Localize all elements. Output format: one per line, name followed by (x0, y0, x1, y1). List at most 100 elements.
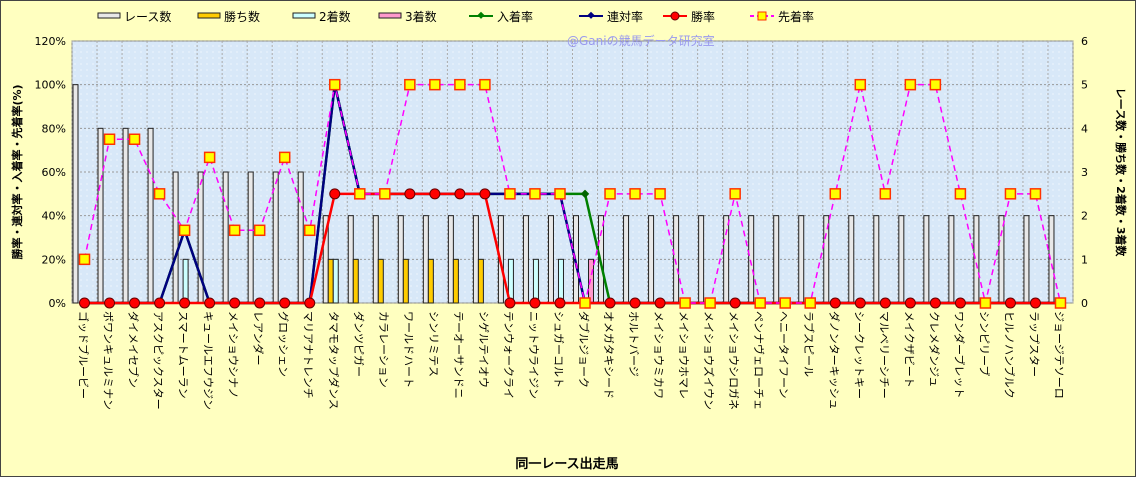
legend-label: 入着率 (497, 9, 533, 24)
point-senchaku (904, 78, 917, 91)
point-win (279, 297, 291, 309)
point-senchaku (779, 297, 791, 309)
x-tick-label: シークレットキー (852, 311, 865, 399)
point-win (1029, 297, 1041, 309)
y-tick-left: 100% (35, 79, 66, 92)
bar-0 (122, 127, 129, 304)
x-tick-label: ゴッドブルービー (77, 311, 91, 399)
watermark: @Ganiの競馬データ研究室 (567, 33, 715, 48)
point-win (904, 297, 916, 309)
x-tick-label: テンウォークライ (502, 311, 515, 399)
point-senchaku (954, 188, 967, 200)
x-tick-label: ニットウライジン (527, 311, 540, 399)
point-senchaku (629, 188, 641, 200)
point-senchaku (654, 188, 666, 200)
y-tick-left: 80% (42, 122, 66, 135)
bar-2 (557, 258, 564, 304)
bar-0 (372, 215, 379, 304)
y-tick-left: 120% (35, 35, 66, 48)
x-tick-label: ホルトバージ (627, 311, 640, 377)
point-win (404, 188, 416, 200)
point-senchaku (354, 188, 366, 200)
x-tick-label: ダンツピガー (352, 311, 366, 377)
bar-0 (422, 215, 429, 304)
bar-0 (172, 171, 179, 304)
bar-0 (472, 215, 479, 304)
point-senchaku (253, 224, 266, 237)
x-tick-label: ジョージテソーロ (1052, 311, 1065, 399)
bar-0 (648, 215, 655, 304)
legend-label: 3着数 (405, 9, 437, 24)
point-win (104, 297, 116, 309)
x-tick-label: メイショウズイウン (702, 311, 716, 410)
bar-0 (347, 215, 354, 304)
y-tick-right: 2 (1081, 210, 1088, 223)
point-senchaku (178, 224, 191, 237)
x-tick-label: マリアナトレンチ (302, 311, 315, 399)
bar-0 (397, 215, 404, 304)
legend-label: 2着数 (319, 9, 351, 24)
point-win (254, 297, 266, 309)
point-win (229, 297, 241, 309)
x-tick-label: シュガーコルト (552, 311, 565, 388)
point-win (479, 188, 491, 200)
point-senchaku (854, 78, 867, 91)
bar-0 (547, 215, 554, 304)
point-senchaku (128, 133, 141, 145)
legend-swatch (292, 12, 316, 19)
point-win (629, 297, 641, 309)
point-senchaku (228, 224, 241, 237)
point-senchaku (1029, 188, 1042, 200)
line-series-3 (83, 83, 1062, 304)
x-tick-label: カラレーション (377, 311, 390, 388)
point-senchaku (704, 297, 716, 309)
legend-label: 先着率 (778, 9, 814, 24)
x-tick-label: アスクピックスター (152, 311, 165, 410)
x-tick-label: ダノンターキッシュ (827, 311, 841, 410)
bar-0 (147, 127, 154, 304)
x-tick-label: メイクザビート (902, 311, 915, 388)
point-senchaku (329, 78, 341, 91)
point-win (204, 297, 216, 309)
point-senchaku (404, 78, 416, 91)
x-axis-title: 同一レース出走馬 (515, 456, 618, 472)
y-tick-left: 60% (42, 166, 66, 179)
legend-label: 連対率 (607, 9, 643, 24)
point-win (829, 297, 841, 309)
x-tick-label: ワールドハート (402, 311, 415, 388)
point-win (529, 297, 541, 309)
x-tick-label: キュールエフウジン (202, 311, 215, 410)
bar-2 (332, 258, 339, 304)
point-senchaku (554, 188, 566, 200)
point-win (729, 297, 741, 309)
y-tick-left: 40% (42, 210, 66, 223)
legend-swatch (197, 12, 221, 19)
point-senchaku (829, 188, 842, 200)
y-tick-right: 6 (1081, 35, 1088, 48)
point-senchaku (78, 253, 91, 266)
bar-0 (723, 215, 730, 304)
legend-swatch (97, 12, 121, 19)
point-win (304, 297, 316, 309)
x-tick-label: マルベリーシチー (877, 311, 890, 399)
y-axis-left-title: 勝率・連対率・入着率・先着率(%) (10, 84, 24, 259)
legend-swatch (378, 12, 402, 19)
x-tick-label: テーオーサンドニ (452, 311, 465, 399)
y-tick-right: 5 (1081, 79, 1088, 92)
bar-0 (948, 215, 955, 304)
point-senchaku (1004, 188, 1017, 200)
x-tick-label: メイショウホマレ (677, 311, 690, 399)
point-senchaku (429, 78, 441, 91)
point-senchaku (203, 151, 216, 164)
point-senchaku (879, 188, 892, 200)
point-win (504, 297, 516, 309)
point-senchaku (479, 78, 491, 91)
legend-marker (670, 11, 680, 21)
bar-0 (773, 215, 780, 304)
point-senchaku (1054, 297, 1067, 309)
point-senchaku (604, 188, 616, 200)
x-tick-label: タマモタップダンス (327, 311, 341, 410)
legend-marker (587, 11, 595, 19)
point-senchaku (303, 224, 316, 237)
